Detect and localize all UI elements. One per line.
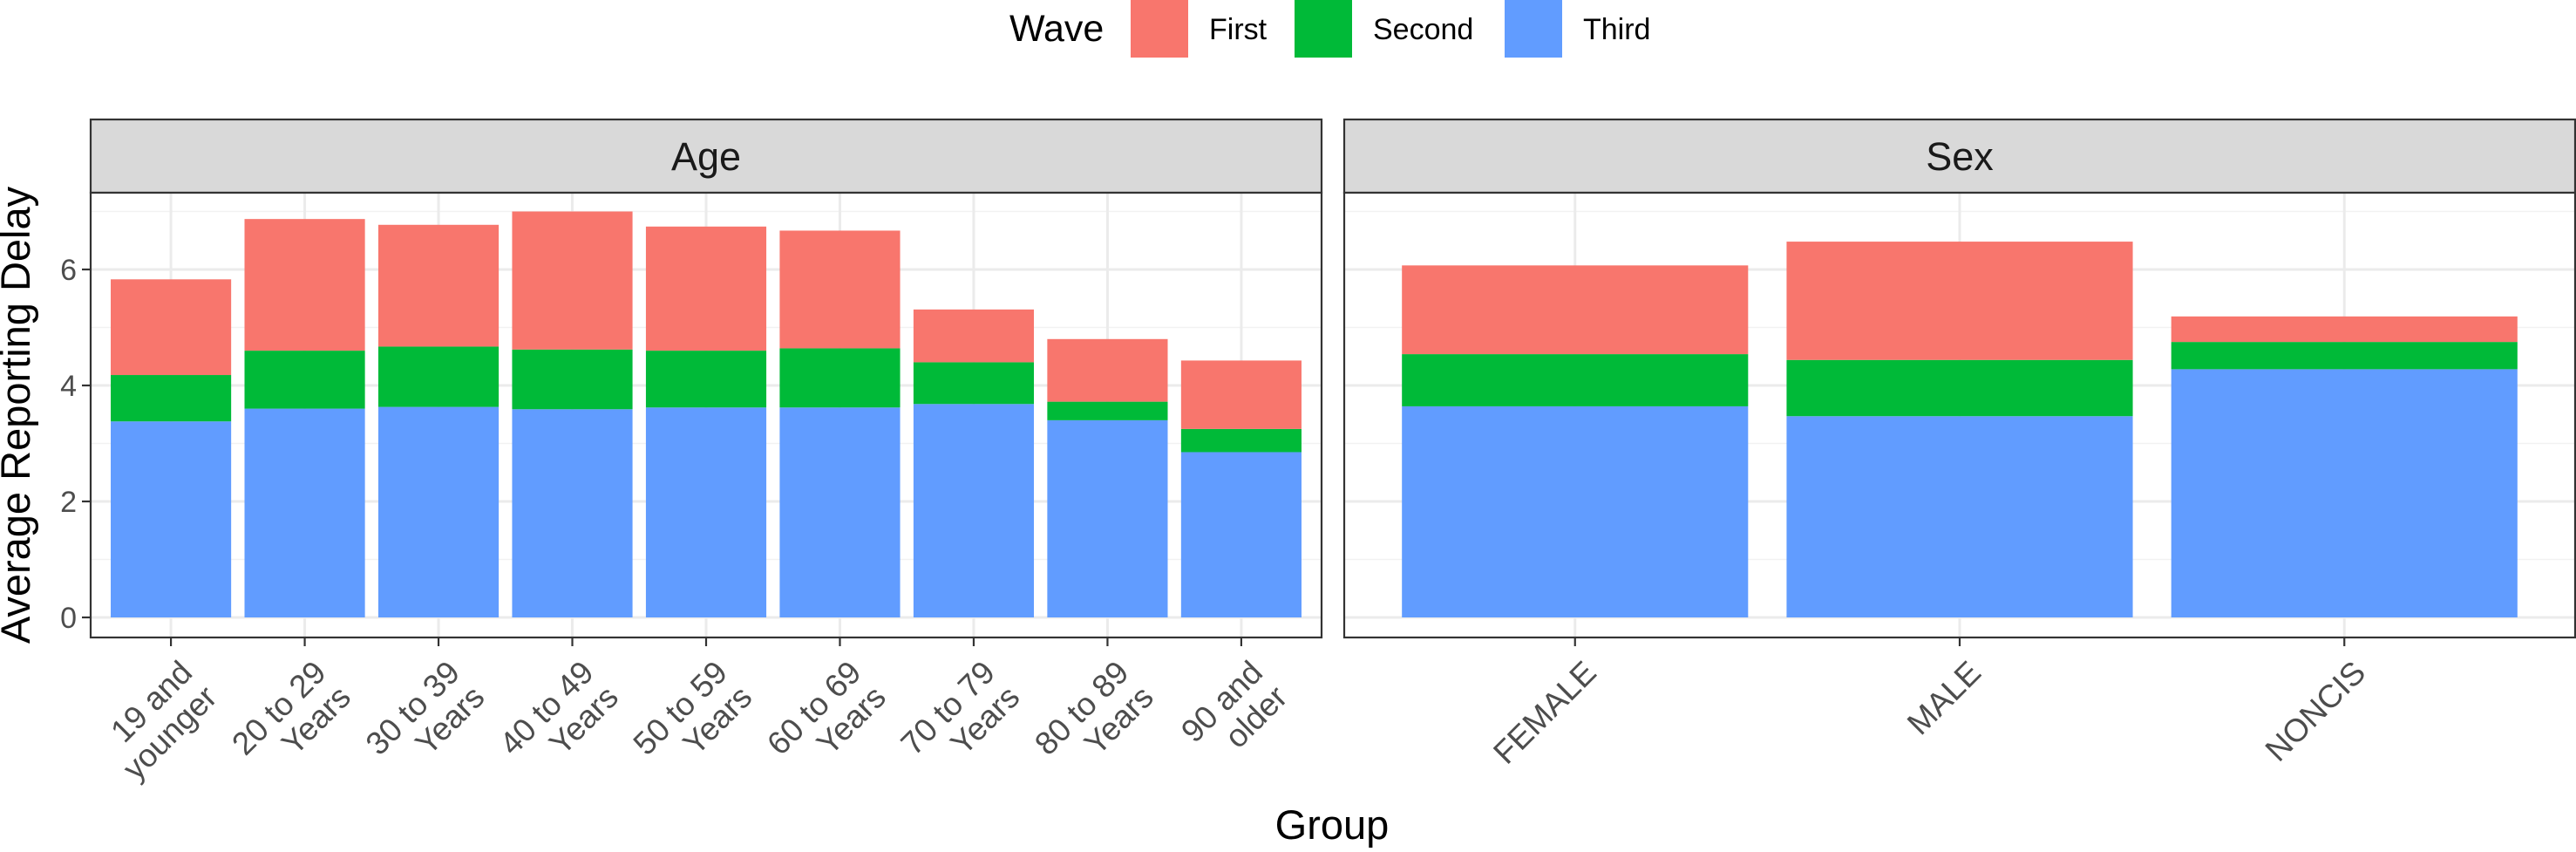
y-tick-label: 0 [60,602,77,635]
legend-swatch-first [1131,0,1188,58]
bar-age-0-second [111,375,232,422]
bar-age-2-first [377,224,500,347]
bar-sex-0-first [1402,265,1749,355]
bar-age-5-third [779,407,901,617]
bar-age-8-third [1180,452,1302,617]
bar-age-4-third [645,407,767,617]
bar-age-2-second [377,346,500,407]
bar-age-3-second [512,349,633,410]
bar-age-1-first [244,219,365,351]
panel-sex-strip [1342,118,2576,194]
legend-swatch-second [1295,0,1352,58]
bar-age-4-first [645,226,767,351]
legend-label-first: First [1209,13,1268,46]
y-tick-label: 6 [60,254,77,287]
bar-age-6-third [913,404,1035,617]
bar-age-5-first [779,230,901,349]
x-axis-title: Group [1275,801,1390,848]
bar-sex-0-second [1402,354,1749,406]
bar-age-7-first [1047,338,1168,402]
bar-age-6-first [913,309,1035,363]
legend-label-third: Third [1583,13,1650,46]
bar-age-5-second [779,348,901,408]
bar-sex-0-third [1402,406,1749,617]
bar-age-1-third [244,408,365,617]
bar-sex-2-first [2171,316,2518,343]
bar-age-4-second [645,351,767,408]
bar-age-0-first [111,279,232,376]
bar-age-1-second [244,351,365,409]
bar-sex-1-third [1786,416,2133,617]
bar-age-3-first [512,211,633,350]
panel-age-strip [89,118,1323,194]
legend-label-second: Second [1373,13,1473,46]
bar-sex-2-second [2171,342,2518,370]
legend: Wave First Second Third [1009,0,1650,58]
bar-age-6-second [913,362,1035,405]
bar-age-0-third [111,421,232,617]
panel-sex-title: Sex [1926,134,1994,179]
y-tick-label: 2 [60,486,77,519]
bar-age-7-second [1047,401,1168,420]
bar-sex-1-second [1786,359,2133,417]
bar-age-7-third [1047,419,1168,617]
legend-title: Wave [1009,8,1104,50]
bar-age-3-third [512,409,633,617]
panel-age-title: Age [671,134,741,179]
y-axis-title: Average Reporting Delay [0,186,38,644]
bar-sex-1-first [1786,242,2133,360]
legend-swatch-third [1505,0,1562,58]
bar-age-8-second [1180,428,1302,453]
panel-sex: Sex FEMALE MALE NONCIS [1342,118,2576,771]
bar-age-8-first [1180,360,1302,429]
y-tick-label: 4 [60,370,77,403]
bar-sex-2-third [2171,369,2518,617]
bar-age-2-third [377,406,500,617]
